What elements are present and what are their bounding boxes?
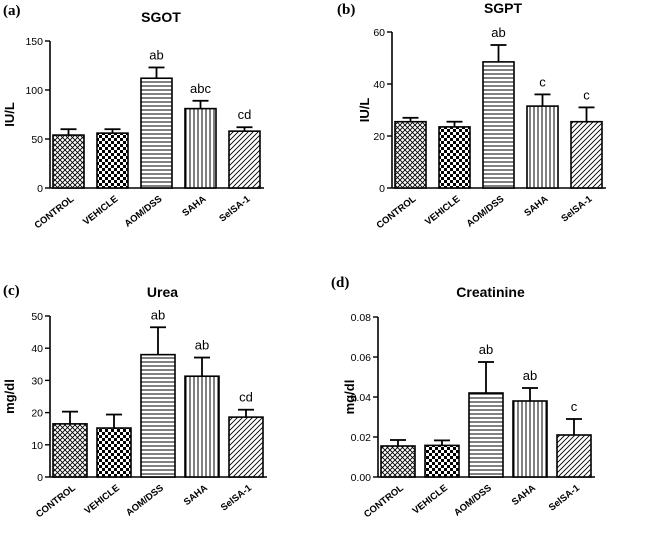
bar <box>468 392 504 478</box>
panel-letter: (c) <box>3 283 20 299</box>
bar <box>184 375 220 478</box>
x-category-label: CONTROL <box>375 194 419 232</box>
y-tick-label: 20 <box>373 131 385 143</box>
significance-label: ab <box>149 47 163 62</box>
panel-letter: (d) <box>331 275 349 291</box>
significance-label: c <box>571 399 578 414</box>
significance-label: ab <box>195 338 209 353</box>
chart-title: SGOT <box>141 9 181 25</box>
y-tick-label: 0 <box>379 183 385 195</box>
bar <box>394 120 427 189</box>
y-tick-label: 50 <box>31 311 43 323</box>
y-tick-label: 0.04 <box>351 392 372 404</box>
y-tick-label: 100 <box>25 85 43 97</box>
bar <box>556 434 592 478</box>
y-tick-label: 40 <box>31 343 43 355</box>
bar <box>228 130 261 189</box>
x-category-label: VEHICLE <box>83 483 122 517</box>
y-tick-label: 150 <box>25 36 43 48</box>
bar <box>438 126 471 189</box>
y-tick-label: 0.00 <box>351 472 372 484</box>
significance-label: cd <box>238 107 252 122</box>
panel-letter: (a) <box>3 3 21 19</box>
chart-panel-3: (c) Urea mg/dl 0 10 20 30 40 50 CONTROL VEHICLE ab A… <box>2 283 267 520</box>
y-axis-label: IU/L <box>357 98 372 123</box>
x-category-label: SAHA <box>522 194 550 219</box>
significance-label: ab <box>479 342 493 357</box>
x-category-label: AOM/DSS <box>465 194 507 230</box>
y-tick-label: 50 <box>31 134 43 146</box>
bar <box>140 77 173 189</box>
significance-label: ab <box>151 307 165 322</box>
bar <box>52 423 88 478</box>
x-category-label: SAHA <box>182 483 210 508</box>
x-category-label: VEHICLE <box>81 194 120 228</box>
y-tick-label: 30 <box>31 375 43 387</box>
bar <box>380 445 416 478</box>
x-category-label: VEHICLE <box>423 194 462 228</box>
chart-title: SGPT <box>484 0 523 16</box>
x-category-label: AOM/DSS <box>123 194 165 230</box>
bar <box>424 444 460 478</box>
y-axis-label: IU/L <box>2 102 17 127</box>
x-category-label: CONTROL <box>362 483 406 521</box>
y-tick-label: 0.06 <box>351 352 372 364</box>
bar <box>228 416 264 478</box>
y-tick-label: 0 <box>37 183 43 195</box>
x-category-label: VEHICLE <box>411 483 450 517</box>
y-tick-label: 0 <box>37 472 43 484</box>
x-category-label: SelSA-1 <box>559 193 595 224</box>
bar <box>512 400 548 478</box>
chart-title: Urea <box>147 284 178 300</box>
bar <box>96 427 132 478</box>
bar <box>52 134 85 189</box>
y-axis-label: mg/dl <box>2 379 17 414</box>
x-category-label: AOM/DSS <box>452 483 494 519</box>
panel-letter: (b) <box>337 2 355 18</box>
y-tick-label: 0.08 <box>351 312 372 324</box>
y-tick-label: 0.02 <box>351 432 372 444</box>
x-category-label: SAHA <box>510 483 538 508</box>
x-category-label: SelSA-1 <box>219 482 255 513</box>
y-tick-label: 60 <box>373 27 385 39</box>
chart-panel-1: (a) SGOT IU/L 0 50 100 150 CONTROL VEHICLE ab AOM/… <box>2 3 264 231</box>
bar <box>526 105 559 189</box>
x-category-label: SelSA-1 <box>217 193 253 224</box>
x-category-label: AOM/DSS <box>124 483 166 519</box>
significance-label: c <box>539 74 546 89</box>
chart-panel-2: (b) SGPT IU/L 0 20 40 60 CONTROL VEHICLE ab AOM/DS… <box>337 0 606 231</box>
y-tick-label: 10 <box>31 440 43 452</box>
bar <box>184 107 217 189</box>
x-category-label: CONTROL <box>34 483 78 521</box>
chart-panel-4: (d) Creatinine mg/dl 0.00 0.02 0.04 0.06 0.08 CO… <box>331 275 595 520</box>
bar <box>140 353 176 478</box>
significance-label: abc <box>190 81 211 96</box>
x-category-label: SAHA <box>180 194 208 219</box>
x-category-label: CONTROL <box>33 194 77 232</box>
bar <box>482 61 515 189</box>
bar <box>96 132 129 189</box>
y-axis-label: mg/dl <box>342 380 357 415</box>
significance-label: ab <box>491 25 505 40</box>
significance-label: ab <box>523 368 537 383</box>
chart-title: Creatinine <box>456 284 525 300</box>
y-tick-label: 40 <box>373 79 385 91</box>
y-tick-label: 20 <box>31 408 43 420</box>
significance-label: c <box>583 87 590 102</box>
x-category-label: SelSA-1 <box>547 482 583 513</box>
bar <box>570 120 603 189</box>
significance-label: cd <box>239 390 253 405</box>
